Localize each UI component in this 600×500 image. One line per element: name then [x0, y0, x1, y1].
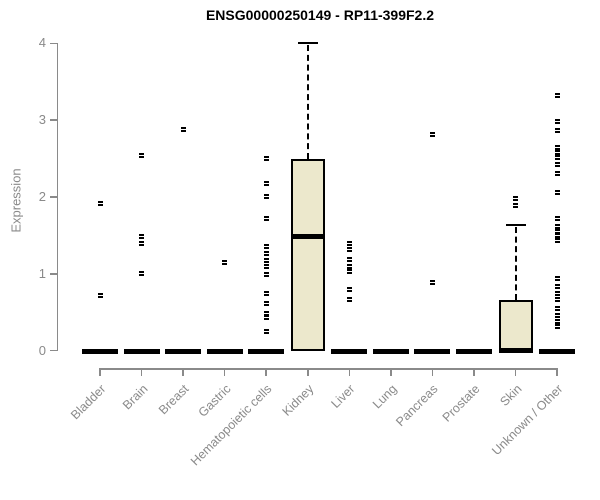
- whisker-cap: [297, 42, 318, 45]
- data-point: [263, 216, 269, 222]
- data-point: [554, 127, 560, 133]
- data-point: [263, 310, 269, 316]
- data-point: [554, 229, 560, 235]
- data-point: [554, 238, 560, 244]
- data-point: [263, 193, 269, 199]
- data-point: [97, 200, 103, 206]
- median-line: [372, 349, 409, 355]
- data-point: [346, 287, 352, 293]
- x-tick: [223, 368, 226, 376]
- median-line: [290, 234, 325, 240]
- y-tick-label: 2: [38, 189, 46, 204]
- data-point: [554, 318, 560, 324]
- median-line: [248, 349, 285, 355]
- data-point: [554, 162, 560, 168]
- data-point: [346, 269, 352, 275]
- data-point: [263, 156, 269, 162]
- x-axis-line: [99, 368, 559, 370]
- data-point: [263, 263, 269, 269]
- data-point: [554, 119, 560, 125]
- data-point: [139, 271, 145, 277]
- data-point: [180, 126, 186, 132]
- x-tick: [140, 368, 143, 376]
- y-tick: [49, 196, 57, 198]
- data-point: [263, 328, 269, 334]
- median-line: [414, 349, 451, 355]
- x-tick: [99, 368, 101, 376]
- y-tick: [49, 42, 57, 45]
- data-point: [139, 240, 145, 246]
- data-point: [139, 153, 145, 158]
- data-point: [346, 240, 352, 246]
- data-point: [554, 149, 560, 155]
- data-point: [554, 284, 560, 290]
- data-point: [554, 170, 560, 176]
- x-tick: [307, 368, 309, 376]
- data-point: [554, 93, 560, 99]
- data-point: [263, 257, 269, 263]
- whisker-cap: [505, 223, 526, 226]
- data-point: [429, 279, 435, 285]
- y-tick: [49, 119, 57, 121]
- whisker: [306, 45, 309, 159]
- data-point: [554, 275, 560, 281]
- x-tick: [182, 368, 184, 376]
- data-point: [554, 312, 560, 318]
- data-point: [554, 290, 560, 296]
- median-line: [123, 349, 160, 355]
- data-point: [554, 297, 560, 303]
- data-point: [97, 292, 103, 298]
- data-point: [429, 132, 435, 138]
- data-point: [263, 300, 269, 306]
- data-point: [554, 154, 560, 160]
- x-tick: [431, 368, 434, 376]
- y-tick-label: 3: [38, 112, 46, 128]
- y-tick-label: 4: [38, 35, 46, 51]
- data-point: [513, 202, 518, 208]
- y-tick: [49, 273, 57, 275]
- data-point: [554, 223, 560, 229]
- y-tick-label: 0: [38, 342, 46, 358]
- data-point: [513, 196, 518, 202]
- data-point: [554, 305, 560, 311]
- median-line: [455, 349, 492, 355]
- median-line: [331, 349, 368, 355]
- data-point: [554, 144, 560, 150]
- y-tick-label: 1: [38, 265, 46, 281]
- data-point: [346, 246, 352, 252]
- x-tick: [514, 368, 517, 376]
- median-line: [165, 349, 202, 355]
- data-point: [554, 189, 560, 195]
- median-line: [498, 348, 533, 354]
- x-tick: [556, 368, 558, 376]
- x-tick: [348, 368, 351, 376]
- data-point: [222, 259, 228, 265]
- data-point: [554, 324, 560, 330]
- box-skin: [498, 299, 533, 351]
- x-tick: [473, 368, 475, 376]
- median-line: [82, 349, 118, 355]
- data-point: [263, 315, 269, 321]
- data-point: [554, 216, 560, 222]
- data-point: [554, 232, 560, 238]
- data-point: [346, 256, 352, 262]
- box-kidney: [290, 158, 325, 351]
- data-point: [139, 234, 145, 240]
- x-tick: [390, 368, 392, 376]
- y-tick: [49, 349, 57, 352]
- data-point: [263, 181, 269, 187]
- chart-title: ENSG00000250149 - RP11-399F2.2: [205, 7, 435, 23]
- median-line: [539, 349, 576, 355]
- y-axis-line: [56, 43, 58, 351]
- data-point: [346, 264, 352, 270]
- data-point: [346, 297, 352, 303]
- median-line: [206, 349, 243, 355]
- whisker: [514, 226, 517, 300]
- data-point: [263, 290, 269, 296]
- data-point: [263, 272, 269, 278]
- x-tick: [265, 368, 267, 376]
- data-point: [263, 250, 269, 256]
- data-point: [263, 243, 269, 249]
